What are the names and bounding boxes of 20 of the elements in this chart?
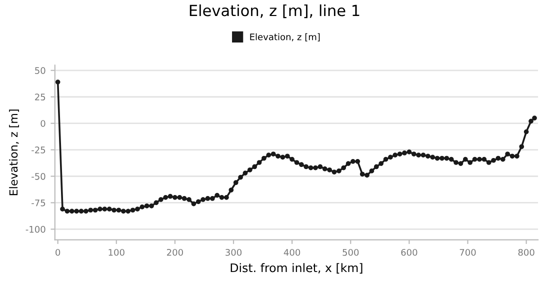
y-tick-label: 25: [35, 94, 46, 100]
y-tick-label: 0: [40, 120, 46, 127]
x-tick-label: 0: [56, 248, 60, 256]
x-tick-label: 700: [460, 248, 476, 256]
x-axis-title: Dist. from inlet, x [km]: [230, 263, 362, 274]
x-tick-label: 200: [166, 248, 183, 256]
y-tick-label: 50: [35, 67, 46, 74]
y-tick-label: -100: [26, 226, 46, 233]
y-tick-label: -50: [32, 172, 46, 180]
x-tick-label: 500: [342, 248, 359, 256]
chart-title: Elevation, z [m], line 1: [190, 4, 360, 18]
y-tick-label: -25: [32, 146, 46, 154]
y-tick-label: -75: [32, 200, 46, 206]
x-tick-label: 400: [284, 248, 300, 256]
y-axis-title: Elevation, z [m]: [9, 110, 19, 196]
legend-label: Elevation, z [m]: [250, 33, 320, 42]
x-tick-label: 600: [401, 248, 418, 256]
x-tick-label: 100: [108, 248, 124, 256]
x-tick-label: 800: [518, 248, 534, 256]
x-tick-label: 300: [226, 248, 242, 256]
